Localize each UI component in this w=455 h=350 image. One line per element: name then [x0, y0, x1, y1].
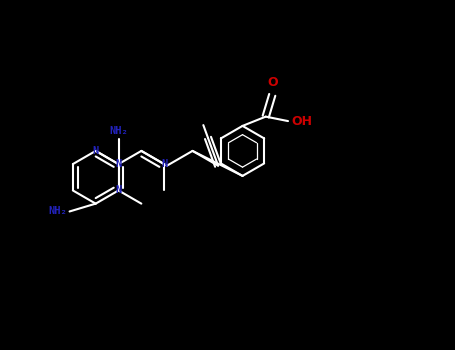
- Text: OH: OH: [292, 114, 313, 128]
- Text: N: N: [116, 159, 121, 169]
- Text: N: N: [116, 186, 121, 195]
- Text: O: O: [267, 76, 278, 89]
- Text: N: N: [92, 146, 99, 156]
- Text: N: N: [161, 159, 167, 169]
- Text: NH₂: NH₂: [109, 126, 128, 136]
- Text: NH₂: NH₂: [49, 206, 67, 216]
